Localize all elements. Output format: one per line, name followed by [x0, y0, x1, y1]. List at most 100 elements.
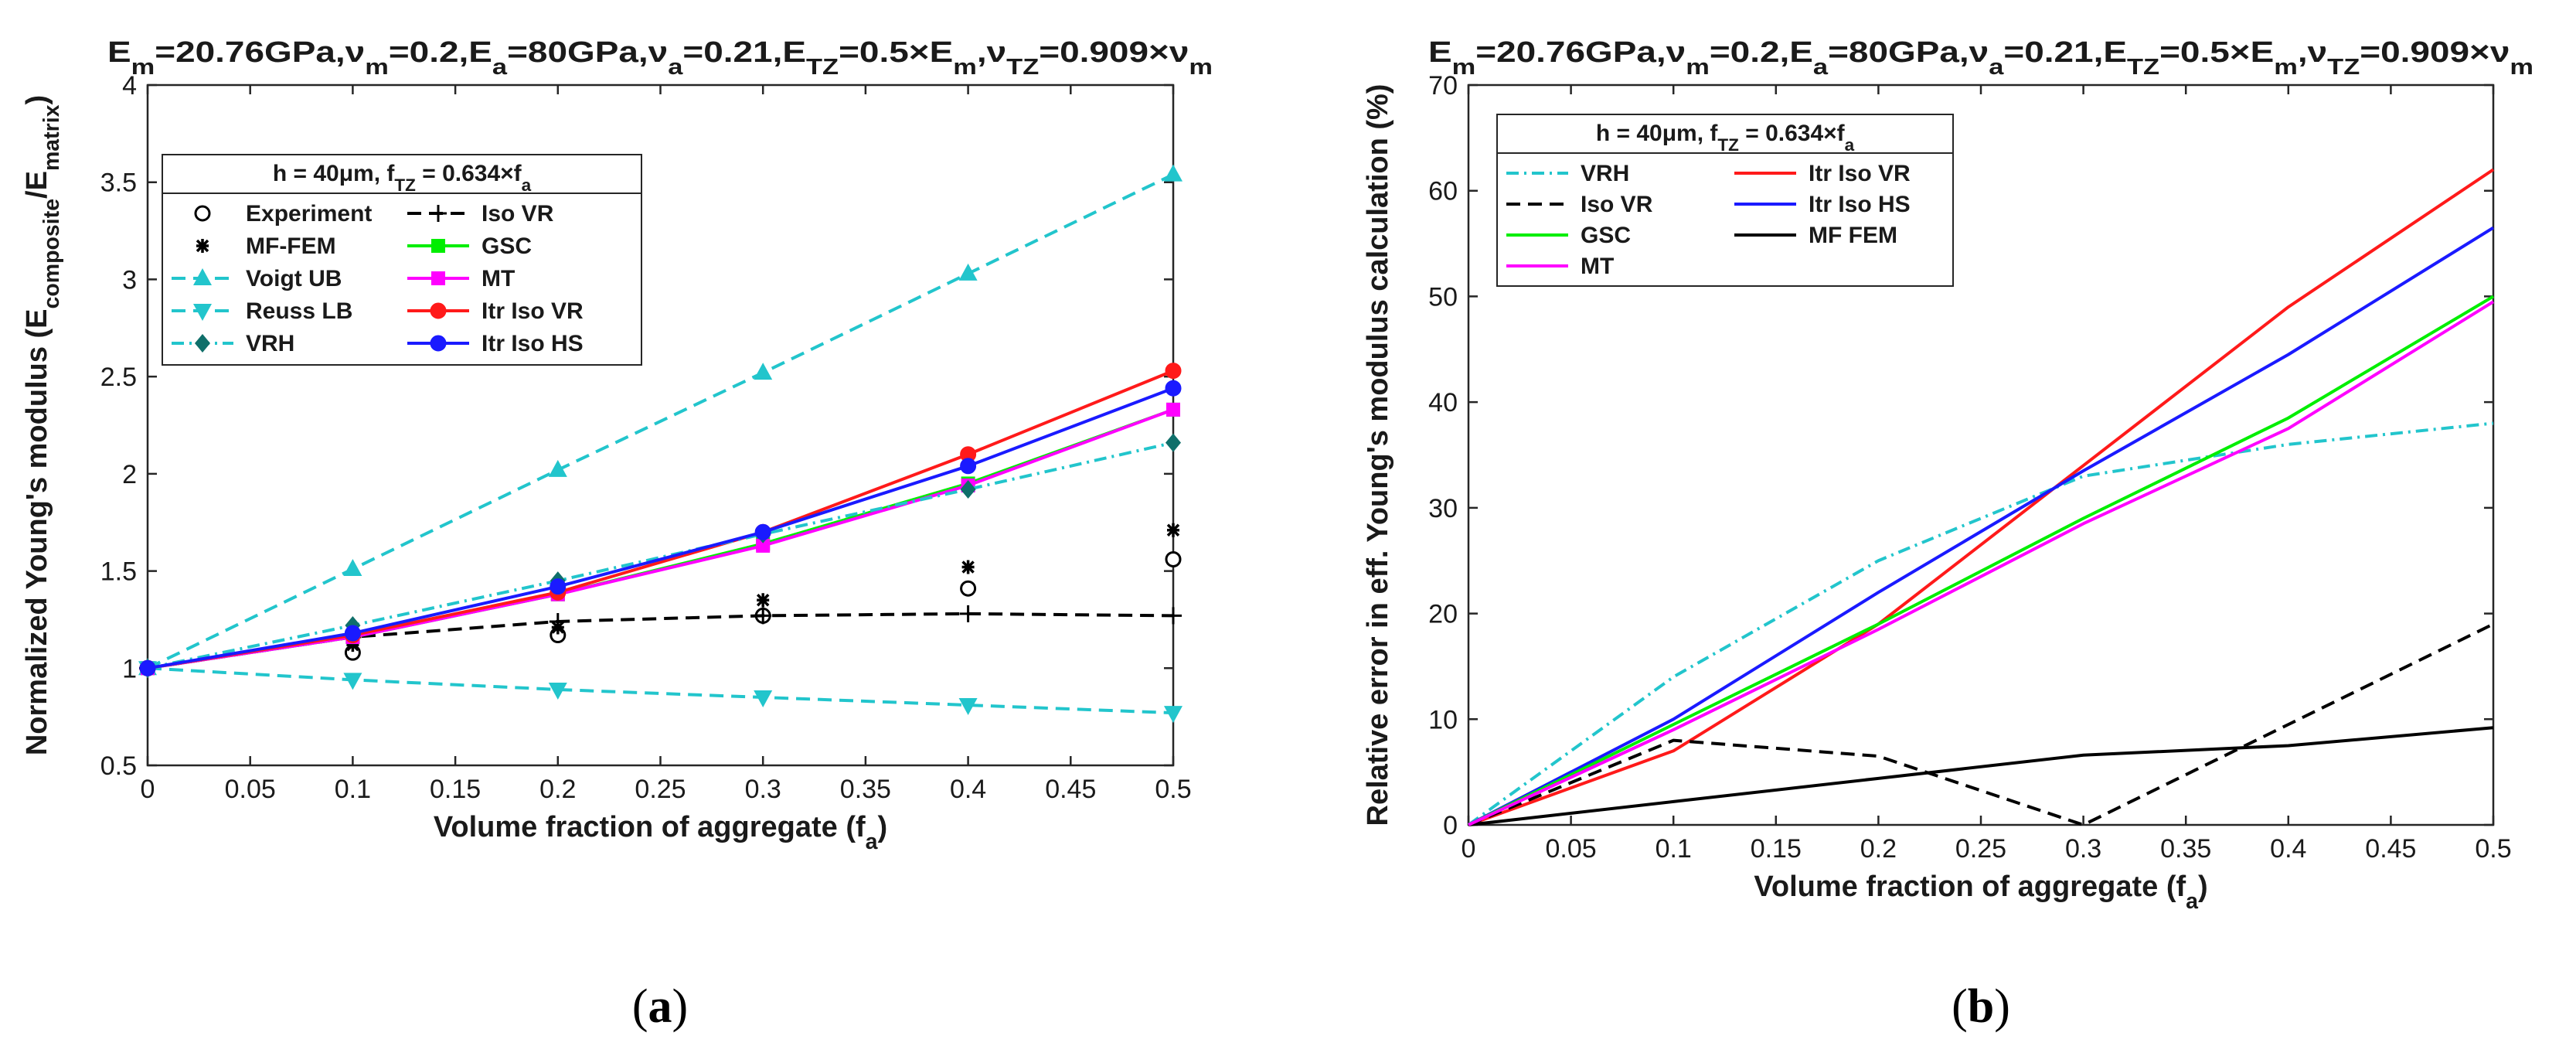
text-run: =0.2,E — [1710, 36, 1813, 69]
y-tick-label: 60 — [1428, 177, 1458, 206]
x-tick-label: 0.4 — [2270, 834, 2306, 864]
panel-caption: (b) — [1952, 980, 2010, 1033]
data-point-itr-iso-hs — [1165, 380, 1182, 397]
y-tick-label: 50 — [1428, 282, 1458, 312]
legend-label: Iso VR — [482, 201, 554, 227]
subscript-run: m — [365, 55, 389, 80]
legend-label: MT — [482, 266, 515, 291]
y-axis-label: Relative error in eff. Young's modulus c… — [1362, 84, 1394, 826]
caption-paren: ) — [1994, 980, 2010, 1033]
x-tick-label: 0.1 — [1656, 834, 1692, 864]
legend-title: h = 40μm, fTZ = 0.634×fa — [273, 161, 532, 195]
data-point-reuss-lb — [754, 690, 773, 707]
subscript-run: a — [668, 55, 684, 80]
y-tick-label: 4 — [122, 71, 137, 101]
y-axis-label: Normalized Young's modulus (Ecomposite/E… — [21, 95, 64, 755]
legend-swatch-marker — [196, 239, 209, 253]
text-run: = 0.634×f — [1739, 121, 1846, 146]
subscript-run: a — [866, 830, 879, 854]
x-tick-label: 0.5 — [1155, 775, 1191, 804]
y-tick-label: 1.5 — [100, 557, 137, 587]
x-tick-label: 0.15 — [430, 775, 481, 804]
text-run: E — [1428, 36, 1452, 69]
x-tick-label: 0.05 — [1546, 834, 1597, 864]
text-run: ) — [878, 811, 888, 843]
text-run: =0.5×E — [839, 36, 953, 69]
legend-label: Iso VR — [1581, 192, 1653, 217]
subscript-run: a — [522, 175, 532, 195]
series-line-iso-vr — [147, 612, 1174, 670]
subscript-run: m — [2510, 55, 2533, 80]
subscript-run: a — [492, 55, 509, 80]
subscript-run: a — [1989, 55, 2005, 80]
x-axis-label: Volume fraction of aggregate (fa) — [1754, 871, 2207, 914]
x-tick-label: 0.5 — [2475, 834, 2511, 864]
data-point-itr-iso-hs — [754, 523, 771, 540]
subscript-run: TZ — [394, 175, 416, 195]
legend-swatch-marker — [193, 304, 212, 321]
y-tick-label: 40 — [1428, 388, 1458, 417]
x-axis-label: Volume fraction of aggregate (fa) — [434, 811, 887, 854]
legend-swatch-marker — [194, 205, 211, 222]
series-line-itr-iso-hs — [147, 387, 1174, 670]
text-run: Normalized Young's modulus (E — [21, 308, 53, 755]
series-line-voigt-ub — [147, 172, 1174, 670]
legend-label: Voigt UB — [246, 266, 342, 291]
series-line-gsc — [1468, 295, 2495, 826]
data-point-mf-fem-strokes — [346, 638, 359, 652]
text-run: =0.909×ν — [2360, 36, 2510, 69]
data-point-reuss-lb — [1164, 706, 1183, 724]
caption-letter: b — [1968, 980, 1994, 1033]
subscript-run: m — [1189, 55, 1213, 80]
x-tick-label: 0.45 — [1045, 775, 1096, 804]
subscript-run: TZ — [1717, 135, 1739, 155]
subscript-run: m — [1452, 55, 1476, 80]
legend-swatch-marker — [430, 335, 447, 352]
series-line-vrh — [147, 441, 1174, 670]
series-group — [1467, 168, 2495, 826]
subscript-run: composite — [39, 199, 64, 309]
text-run: =20.76GPa,ν — [1475, 36, 1686, 69]
data-point-iso-vr — [1165, 607, 1182, 625]
data-point-voigt-ub — [754, 363, 773, 380]
series-line-vrh — [1467, 421, 2494, 826]
x-tick-label: 0.25 — [635, 775, 686, 804]
legend-swatch-marker — [195, 334, 210, 353]
caption-paren: ( — [1952, 980, 1968, 1033]
data-point-experiment — [960, 580, 977, 597]
legend-swatch-marker — [431, 271, 445, 285]
x-tick-label: 0.2 — [1860, 834, 1897, 864]
x-tick-label: 0.2 — [539, 775, 576, 804]
data-point-itr-iso-hs — [344, 625, 361, 642]
text-run: =0.21,E — [2003, 36, 2127, 69]
text-run: = 0.634×f — [416, 161, 522, 186]
data-point-reuss-lb — [548, 682, 567, 700]
y-tick-label: 3.5 — [100, 169, 137, 198]
data-point-voigt-ub — [343, 559, 362, 577]
legend-swatch-marker — [431, 239, 445, 253]
y-tick-label: 1 — [122, 654, 137, 683]
data-point-iso-vr — [754, 607, 772, 625]
y-tick-label: 0 — [1443, 811, 1458, 840]
text-run: =0.21,E — [682, 36, 806, 69]
y-tick-label: 20 — [1428, 600, 1458, 629]
text-run: Relative error in eff. Young's modulus c… — [1362, 84, 1394, 826]
series-line-gsc — [147, 408, 1174, 670]
legend-swatch-marker — [430, 205, 447, 222]
x-tick-label: 0.4 — [950, 775, 986, 804]
data-point-iso-vr — [959, 605, 977, 622]
data-point-mf-fem — [961, 560, 975, 574]
text-run: =20.76GPa,ν — [155, 36, 365, 69]
data-point-itr-iso-vr — [1165, 363, 1182, 380]
data-point-mt — [756, 538, 771, 553]
series-line-mt — [147, 408, 1174, 670]
subscript-run: TZ — [1006, 55, 1039, 80]
data-point-mf-fem — [1166, 523, 1180, 537]
x-tick-label: 0.25 — [1955, 834, 2006, 864]
caption-paren: ) — [672, 980, 689, 1033]
legend-box — [1496, 114, 1954, 287]
legend-swatch-marker-strokes — [196, 239, 209, 253]
text-run: Volume fraction of aggregate (f — [1754, 871, 2186, 903]
